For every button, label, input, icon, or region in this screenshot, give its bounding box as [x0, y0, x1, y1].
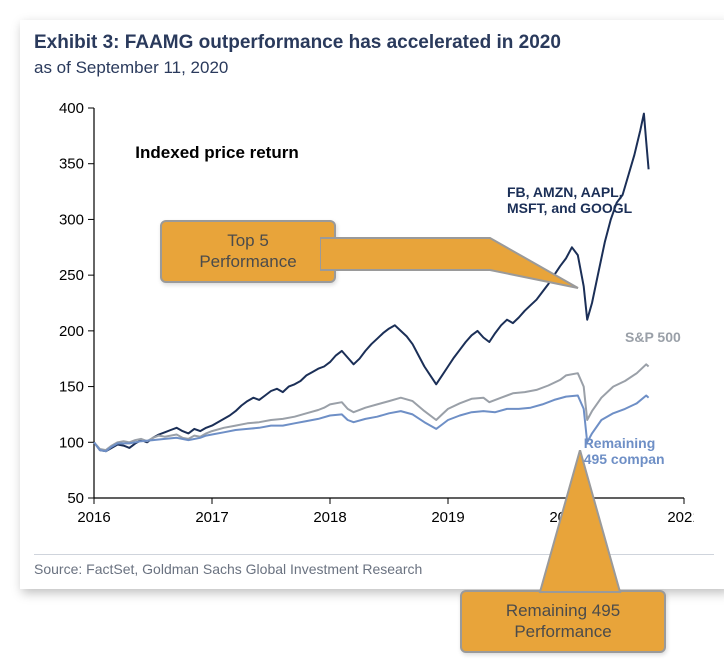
callout-top5: Top 5 Performance — [160, 220, 336, 283]
svg-text:50: 50 — [67, 490, 84, 507]
divider — [34, 554, 714, 555]
callout-rest495: Remaining 495 Performance — [460, 590, 666, 653]
callout-top5-label: Top 5 Performance — [199, 231, 296, 271]
svg-text:2020: 2020 — [549, 509, 582, 526]
callout-rest495-label: Remaining 495 Performance — [506, 601, 620, 641]
svg-text:2021: 2021 — [667, 509, 694, 526]
svg-text:495 compan: 495 compan — [584, 451, 665, 467]
line-chart-svg: 50 100 150 200 250 300 350 400 2016 2017 2018 2019 2… — [34, 88, 694, 538]
svg-text:Remaining: Remaining — [584, 435, 656, 451]
svg-text:300: 300 — [59, 211, 84, 228]
exhibit-title: Exhibit 3: FAAMG outperformance has acce… — [34, 32, 714, 54]
svg-text:400: 400 — [59, 100, 84, 117]
svg-text:Indexed price return: Indexed price return — [135, 143, 298, 162]
svg-text:2016: 2016 — [77, 509, 110, 526]
svg-text:250: 250 — [59, 267, 84, 284]
svg-text:FB, AMZN, AAPL,: FB, AMZN, AAPL, — [507, 184, 623, 200]
svg-text:MSFT, and GOOGL: MSFT, and GOOGL — [507, 200, 633, 216]
svg-text:2019: 2019 — [431, 509, 464, 526]
svg-text:200: 200 — [59, 323, 84, 340]
svg-text:2018: 2018 — [313, 509, 346, 526]
svg-text:100: 100 — [59, 434, 84, 451]
chart-area: 50 100 150 200 250 300 350 400 2016 2017 2018 2019 2… — [34, 88, 714, 538]
source-text: Source: FactSet, Goldman Sachs Global In… — [34, 561, 714, 577]
svg-text:150: 150 — [59, 379, 84, 396]
svg-text:2017: 2017 — [195, 509, 228, 526]
exhibit-subtitle: as of September 11, 2020 — [34, 58, 714, 78]
svg-text:350: 350 — [59, 156, 84, 173]
exhibit-card: Exhibit 3: FAAMG outperformance has acce… — [20, 20, 724, 589]
svg-text:S&P 500: S&P 500 — [625, 329, 681, 345]
